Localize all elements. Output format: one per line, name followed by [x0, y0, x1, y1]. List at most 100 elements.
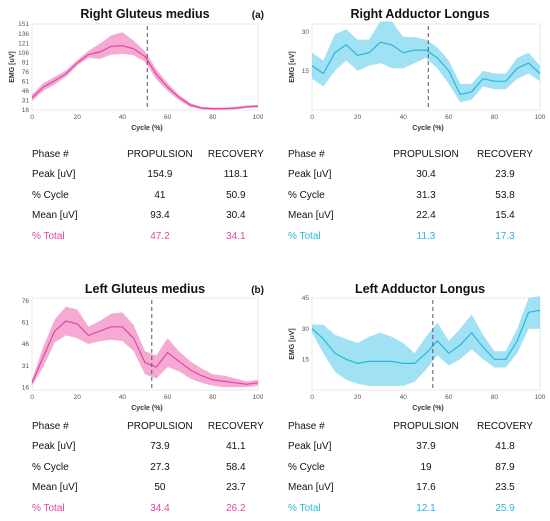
x-axis-label: Cycle (%) — [131, 405, 163, 412]
table-cell: 31.3 — [416, 189, 436, 201]
x-tick-label: 0 — [310, 114, 314, 121]
table-cell: Peak [uV] — [288, 169, 332, 181]
stats-table-left-gluteus-medius: Phase # PROPULSION RECOVERY Peak [uV] 73.9 41… — [32, 416, 268, 519]
panel-left-gluteus-medius: Left Gluteus medius (b) 0 20 40 60 80 100 16 31… — [0, 266, 268, 521]
y-tick-label: 15 — [302, 68, 310, 75]
x-tick-label: 80 — [209, 394, 217, 401]
x-tick-label: 100 — [253, 114, 264, 121]
table-cell: 30.4 — [416, 169, 436, 181]
table-cell: PROPULSION — [393, 420, 459, 432]
y-tick-label: 45 — [302, 295, 310, 302]
y-tick-label: 30 — [302, 29, 310, 36]
table-total-row: % Total 11.3 17.3 — [288, 226, 538, 247]
x-tick-label: 80 — [491, 114, 499, 121]
y-tick-label: 46 — [22, 88, 30, 95]
chart-title: Left Gluteus medius — [85, 282, 205, 296]
table-cell: Mean [uV] — [288, 482, 334, 494]
x-tick-label: 0 — [310, 394, 314, 401]
y-tick-label: 15 — [302, 357, 310, 364]
chart-title: Right Adductor Longus — [350, 7, 489, 21]
y-tick-label: 46 — [22, 341, 30, 348]
chart-left-gluteus-medius: Left Gluteus medius (b) 0 20 40 60 80 100 16 31… — [22, 282, 264, 412]
x-tick-label: 60 — [164, 394, 172, 401]
x-axis-label: Cycle (%) — [412, 405, 444, 412]
table-cell: PROPULSION — [127, 148, 193, 160]
table-cell: 50.9 — [226, 189, 246, 201]
table-cell: RECOVERY — [207, 148, 264, 160]
y-tick-label: 61 — [22, 320, 30, 327]
table-cell: % Total — [288, 230, 321, 242]
table-cell: Peak [uV] — [32, 441, 76, 453]
table-cell: 22.4 — [416, 210, 436, 222]
table-header-row: Phase # PROPULSION RECOVERY — [288, 416, 538, 437]
x-tick-label: 80 — [209, 114, 217, 121]
table-cell: 53.8 — [495, 189, 515, 201]
table-cell: Peak [uV] — [288, 441, 332, 453]
mean-line — [311, 309, 541, 365]
x-tick-label: 40 — [400, 114, 408, 121]
table-cell: Phase # — [288, 148, 325, 160]
table-row: % Cycle 41 50.9 — [32, 185, 268, 206]
table-cell: PROPULSION — [393, 148, 459, 160]
x-tick-label: 80 — [491, 394, 499, 401]
table-cell: 93.4 — [150, 210, 170, 222]
x-axis-label: Cycle (%) — [131, 125, 163, 132]
x-tick-label: 60 — [445, 114, 453, 121]
table-cell: % Total — [32, 230, 65, 242]
x-axis-label: Cycle (%) — [412, 125, 444, 132]
x-tick-label: 40 — [119, 114, 127, 121]
x-tick-label: 0 — [30, 394, 34, 401]
mean-line — [31, 320, 259, 385]
table-cell: Peak [uV] — [32, 169, 76, 181]
table-row: Peak [uV] 73.9 41.1 — [32, 437, 268, 458]
table-cell: 11.3 — [416, 230, 436, 242]
table-cell: 58.4 — [226, 461, 246, 473]
table-cell: 50 — [154, 482, 166, 494]
table-cell: 37.9 — [416, 441, 436, 453]
x-tick-label: 40 — [119, 394, 127, 401]
table-row: Peak [uV] 154.9 118.1 — [32, 165, 268, 186]
table-row: Mean [uV] 22.4 15.4 — [288, 206, 538, 227]
plot-area — [31, 297, 259, 391]
table-cell: RECOVERY — [477, 420, 533, 432]
table-cell: 17.3 — [495, 230, 515, 242]
table-cell: % Cycle — [288, 461, 325, 473]
y-tick-label: 121 — [18, 40, 29, 47]
table-header-row: Phase # PROPULSION RECOVERY — [288, 144, 538, 165]
table-cell: Phase # — [288, 420, 325, 432]
table-cell: 41.8 — [495, 441, 515, 453]
table-cell: % Cycle — [288, 189, 325, 201]
y-tick-label: 76 — [22, 298, 30, 305]
stats-table-right-gluteus-medius: Phase # PROPULSION RECOVERY Peak [uV] 154.9 1… — [32, 144, 268, 247]
panel-label-b: (b) — [251, 285, 264, 296]
mean-line — [311, 41, 541, 96]
x-tick-label: 100 — [253, 394, 264, 401]
table-row: Peak [uV] 30.4 23.9 — [288, 165, 538, 186]
table-row: Mean [uV] 93.4 30.4 — [32, 206, 268, 227]
y-tick-label: 31 — [22, 98, 30, 105]
table-cell: Phase # — [32, 148, 69, 160]
chart-title: Left Adductor Longus — [355, 282, 485, 296]
x-tick-label: 40 — [400, 394, 408, 401]
y-tick-label: 16 — [22, 384, 30, 391]
x-tick-label: 20 — [354, 394, 362, 401]
x-tick-label: 20 — [354, 114, 362, 121]
table-cell: 154.9 — [147, 169, 173, 181]
table-cell: 30.4 — [226, 210, 246, 222]
chart-right-adductor-longus: Right Adductor Longus 0 20 40 60 80 100 15 30 Cy… — [289, 7, 546, 132]
panel-right-gluteus-medius: Right Gluteus medius (a) 0 20 40 60 80 100 16 3… — [0, 0, 268, 255]
y-tick-label: 31 — [22, 363, 30, 370]
table-cell: % Total — [32, 502, 65, 514]
table-cell: 17.6 — [416, 482, 436, 494]
x-tick-label: 20 — [74, 394, 82, 401]
table-cell: Phase # — [32, 420, 69, 432]
table-cell: 41 — [154, 189, 166, 201]
table-row: % Cycle 31.3 53.8 — [288, 185, 538, 206]
table-cell: 12.1 — [416, 502, 436, 514]
panel-left-adductor-longus: Left Adductor Longus 0 20 40 60 80 100 15 30 45 C… — [282, 266, 550, 521]
y-tick-label: 30 — [302, 326, 310, 333]
x-tick-label: 100 — [535, 114, 546, 121]
stats-table-right-adductor-longus: Phase # PROPULSION RECOVERY Peak [uV] 30.4 23… — [288, 144, 538, 247]
x-tick-label: 20 — [74, 114, 82, 121]
x-tick-label: 60 — [445, 394, 453, 401]
